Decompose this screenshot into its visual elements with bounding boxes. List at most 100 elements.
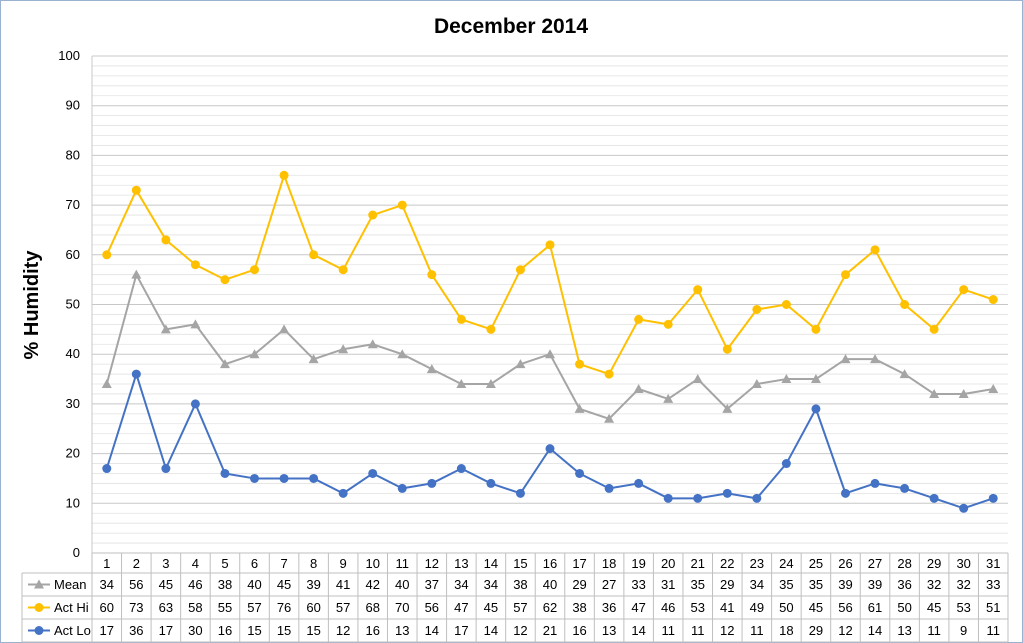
x-tick-label: 26	[838, 556, 852, 571]
data-table: 1 2 3 4 5 6 7 8 9 10 11 12 13 14 15 16 17 18 19 20 21 22 23 24 2…	[21, 552, 1009, 643]
data-point	[663, 393, 674, 403]
table-cell-value: 35	[691, 577, 705, 592]
data-point	[900, 300, 910, 309]
data-point	[426, 364, 437, 374]
table-cell-value: 76	[277, 600, 291, 615]
y-tick-label: 30	[66, 396, 80, 411]
data-point	[663, 319, 673, 329]
table-cell-value: 33	[631, 577, 645, 592]
data-point	[840, 354, 851, 364]
x-tick-label: 15	[513, 556, 527, 571]
data-point	[545, 349, 555, 359]
x-tick-label: 23	[750, 556, 764, 571]
table-cell-value: 38	[572, 600, 586, 615]
table-cell-value: 56	[129, 577, 143, 592]
table-cell-value: 13	[897, 623, 911, 638]
data-point	[161, 235, 171, 245]
table-cell-value: 68	[365, 600, 379, 615]
table-cell-value: 11	[661, 623, 675, 638]
x-tick-label: 18	[602, 556, 616, 571]
data-point	[929, 493, 939, 503]
table-cell-value: 17	[159, 623, 173, 638]
data-point	[870, 245, 880, 255]
data-point	[220, 275, 230, 285]
data-point	[929, 388, 940, 398]
x-tick-label: 31	[986, 556, 1000, 571]
table-cell-value: 53	[956, 600, 970, 615]
table-cell-value: 40	[395, 577, 409, 592]
x-tick-label: 27	[868, 556, 882, 571]
x-tick-label: 11	[396, 556, 410, 571]
legend-key-marker	[34, 603, 44, 612]
data-point	[397, 349, 408, 359]
table-cell-value: 45	[484, 600, 498, 615]
table-cell-value: 11	[986, 623, 1000, 638]
data-point	[870, 354, 881, 364]
y-tick-label: 20	[66, 446, 80, 461]
legend-entry: Act Lo	[54, 623, 91, 638]
table-cell-value: 33	[986, 577, 1000, 592]
table-cell-value: 62	[543, 600, 557, 615]
table-cell-value: 40	[247, 577, 261, 592]
y-tick-label: 0	[73, 545, 80, 560]
table-cell-value: 53	[691, 600, 705, 615]
data-point	[781, 374, 792, 384]
table-cell-value: 41	[336, 577, 350, 592]
table-cell-value: 12	[720, 623, 734, 638]
table-cell-value: 35	[779, 577, 793, 592]
table-cell-value: 14	[484, 623, 498, 638]
table-cell-value: 73	[129, 600, 143, 615]
data-point	[308, 354, 319, 364]
x-tick-label: 10	[365, 556, 379, 571]
data-point	[367, 339, 378, 349]
x-tick-label: 9	[340, 556, 347, 571]
table-cell-value: 32	[956, 577, 970, 592]
data-point	[131, 369, 141, 379]
table-cell-value: 50	[779, 600, 793, 615]
y-axis-label: % Humidity	[21, 250, 43, 360]
data-point	[309, 250, 319, 260]
table-cell-value: 34	[750, 577, 764, 592]
data-point	[633, 383, 644, 393]
table-cell-value: 29	[572, 577, 586, 592]
table-cell-value: 15	[247, 623, 261, 638]
table-cell-value: 47	[454, 600, 468, 615]
data-point	[102, 250, 112, 260]
table-cell-value: 39	[306, 577, 320, 592]
data-point	[220, 468, 230, 478]
data-point	[190, 319, 201, 329]
table-cell-value: 46	[188, 577, 202, 592]
table-cell-value: 42	[365, 577, 379, 592]
data-point	[427, 270, 437, 280]
table-cell-value: 34	[100, 577, 114, 592]
data-point	[988, 295, 998, 305]
table-cell-value: 60	[100, 600, 114, 615]
data-point	[574, 403, 585, 413]
data-point	[575, 359, 585, 369]
table-cell-value: 63	[159, 600, 173, 615]
x-tick-label: 25	[809, 556, 823, 571]
table-cell-value: 58	[188, 600, 202, 615]
data-point	[722, 403, 733, 413]
data-point	[988, 383, 999, 393]
data-point	[959, 285, 969, 295]
data-point	[693, 493, 703, 503]
series-act-lo	[102, 369, 998, 513]
table-cell-value: 34	[484, 577, 498, 592]
table-cell-value: 17	[454, 623, 468, 638]
table-cell-value: 57	[513, 600, 527, 615]
x-tick-label: 6	[251, 556, 258, 571]
x-tick-label: 1	[103, 556, 110, 571]
table-cell-value: 12	[336, 623, 350, 638]
data-point	[545, 240, 555, 250]
table-cell-value: 36	[129, 623, 143, 638]
table-cell-value: 41	[720, 600, 734, 615]
data-point	[634, 478, 644, 488]
data-point	[338, 488, 348, 498]
table-cell-value: 27	[602, 577, 616, 592]
x-tick-label: 13	[454, 556, 468, 571]
table-cell-value: 15	[306, 623, 320, 638]
series-line	[105, 273, 994, 420]
legend-entry: Mean	[54, 577, 87, 592]
